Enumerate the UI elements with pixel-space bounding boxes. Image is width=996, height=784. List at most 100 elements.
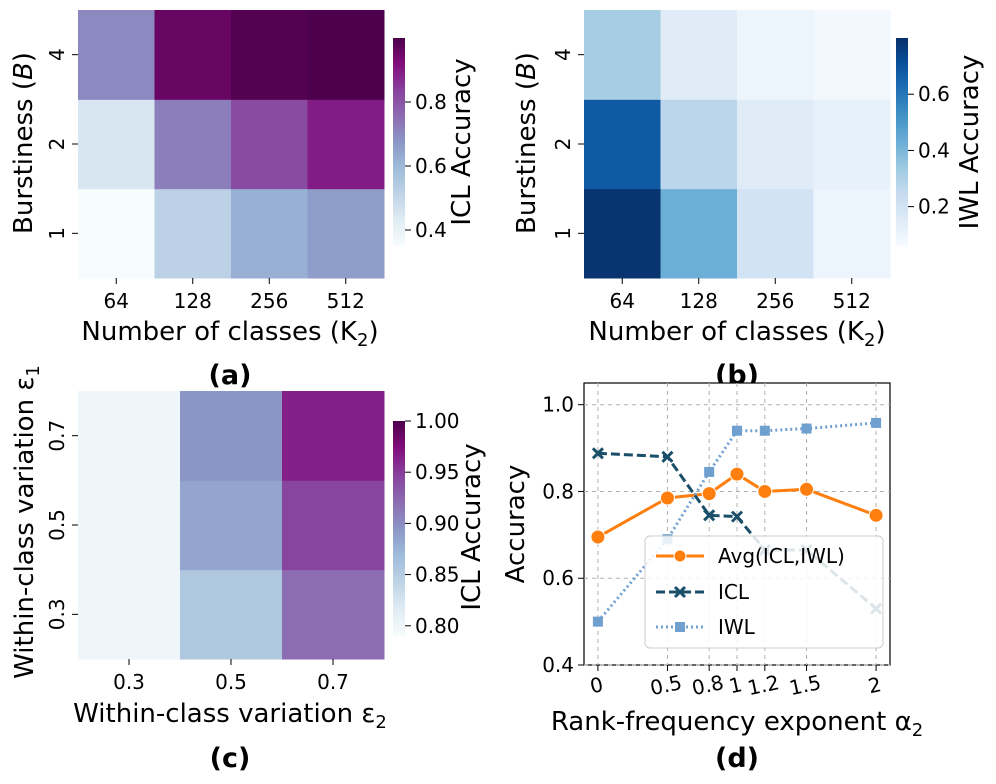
panel-c-colorbar-label: ICL Accuracy — [457, 443, 487, 610]
y-tick-label: 0.4 — [542, 653, 574, 677]
heatmap-cell — [737, 99, 814, 190]
data-point — [730, 510, 744, 523]
x-tick-label: 64 — [610, 289, 635, 313]
heatmap-cell — [813, 188, 891, 279]
heatmap-cell — [154, 188, 232, 279]
y-tick-label: 1 — [45, 227, 69, 240]
data-point — [590, 529, 606, 545]
legend-icl-marker — [673, 585, 687, 599]
data-point — [591, 447, 604, 460]
panel-c-caption: (c) — [210, 743, 251, 774]
x-tick-label: 1 — [727, 672, 744, 698]
colorbar-tick-label: 0.2 — [918, 195, 950, 219]
data-point — [801, 423, 812, 434]
data-point — [868, 507, 884, 523]
panel-d-line-chart: 0 0.5 0.8 1 1.2 1.5 2 0.40.60.81.0 Rank-freque… — [501, 382, 923, 774]
heatmap-cell — [78, 99, 155, 190]
heatmap-cell — [78, 188, 155, 279]
panel-a-colorbar-label: ICL Accuracy — [447, 58, 477, 225]
x-tick-label: 0.7 — [317, 670, 349, 694]
panel-a-ylabel: Burstiness (B) — [9, 52, 39, 234]
y-tick-label: 0.3 — [45, 598, 69, 630]
data-point — [704, 466, 715, 477]
x-tick-label: 1.5 — [787, 670, 823, 700]
x-tick-label: 512 — [327, 289, 365, 313]
heatmap-cell — [584, 99, 661, 190]
heatmap-cell — [660, 99, 738, 190]
x-tick-label: 256 — [756, 289, 794, 313]
y-tick-label: 0.6 — [542, 566, 574, 590]
heatmap-cell — [154, 10, 232, 100]
panel-b-xlabel: Number of classes (K2) — [588, 317, 885, 351]
x-tick-label: 0.5 — [648, 670, 684, 700]
panel-a-caption: (a) — [209, 360, 252, 391]
heatmap-cell — [737, 188, 814, 279]
heatmap-cell — [231, 188, 308, 279]
panel-c-xlabel: Within-class variation ε2 — [73, 699, 387, 733]
x-tick-label: 512 — [833, 289, 871, 313]
x-tick-label: 0.5 — [215, 670, 247, 694]
heatmap-cell — [813, 99, 891, 190]
heatmap-cell — [307, 188, 385, 279]
y-tick-label: 4 — [45, 48, 69, 61]
colorbar-tick-label: 0.90 — [415, 511, 460, 535]
heatmap-cell — [660, 10, 738, 100]
y-tick-label: 2 — [45, 138, 69, 151]
heatmap-cell — [180, 391, 283, 481]
colorbar-tick-label: 0.8 — [415, 90, 447, 114]
x-tick-label: 256 — [250, 289, 288, 313]
data-point — [759, 425, 770, 436]
y-tick-label: 0.5 — [45, 509, 69, 541]
x-tick-label: 64 — [104, 289, 129, 313]
x-tick-label: 128 — [680, 289, 718, 313]
panel-b-heatmap: 64 128 256 512 1 2 4 Number of classes (K2) B… — [512, 10, 985, 391]
y-tick-label: 0.8 — [542, 479, 574, 503]
colorbar-tick-label: 1.00 — [415, 409, 460, 433]
y-tick-label: 2 — [551, 138, 575, 151]
legend-box — [644, 535, 884, 649]
y-tick-label: 1.0 — [542, 393, 574, 417]
heatmap-cell — [307, 99, 385, 190]
y-tick-label: 1 — [551, 227, 575, 240]
panel-d-xlabel: Rank-frequency exponent α2 — [551, 707, 923, 741]
heatmap-cell — [78, 10, 155, 100]
panel-b-colorbar-label: IWL Accuracy — [955, 55, 985, 230]
data-point — [732, 425, 742, 436]
x-tick-label: 2 — [866, 672, 883, 698]
data-point — [729, 466, 745, 482]
data-point — [871, 417, 882, 428]
heatmap-cell — [584, 188, 661, 279]
panel-c-heatmap: 0.3 0.5 0.7 0.3 0.5 0.7 Within-class variati… — [10, 365, 487, 774]
panel-d-legend: Avg(ICL,IWL) ICL IWL — [644, 535, 884, 649]
legend-iwl-marker — [675, 622, 685, 632]
legend-avg-label: Avg(ICL,IWL) — [718, 544, 845, 568]
colorbar-tick-label: 0.95 — [415, 460, 460, 484]
data-point — [757, 483, 773, 499]
x-tick-label: 0.3 — [113, 670, 145, 694]
panel-a-xlabel: Number of classes (K2) — [81, 317, 378, 351]
heatmap-cell — [231, 10, 308, 100]
colorbar-tick-label: 0.6 — [918, 82, 950, 106]
data-point — [661, 450, 674, 463]
y-tick-label: 0.7 — [45, 420, 69, 452]
colorbar-tick-label: 0.85 — [415, 563, 460, 587]
colorbar-tick-label: 0.80 — [415, 614, 460, 638]
heatmap-cell — [231, 99, 308, 190]
panel-d-caption: (d) — [715, 743, 759, 774]
heatmap-cell — [78, 391, 181, 481]
heatmap-cell — [584, 10, 661, 100]
panel-b-colorbar — [896, 38, 908, 246]
heatmap-cell — [78, 480, 181, 571]
data-point — [799, 481, 815, 497]
heatmap-cell — [307, 10, 385, 100]
data-point — [701, 486, 717, 502]
heatmap-cell — [282, 391, 385, 481]
heatmap-cell — [660, 188, 738, 279]
legend-iwl-label: IWL — [718, 615, 756, 639]
panel-d-ylabel: Accuracy — [501, 465, 531, 584]
colorbar-tick-label: 0.4 — [415, 218, 447, 242]
heatmap-cell — [154, 99, 232, 190]
panel-a-heatmap: 64 128 256 512 1 2 4 Number of classes (K2) B… — [9, 10, 477, 391]
panel-c-colorbar — [393, 421, 405, 636]
